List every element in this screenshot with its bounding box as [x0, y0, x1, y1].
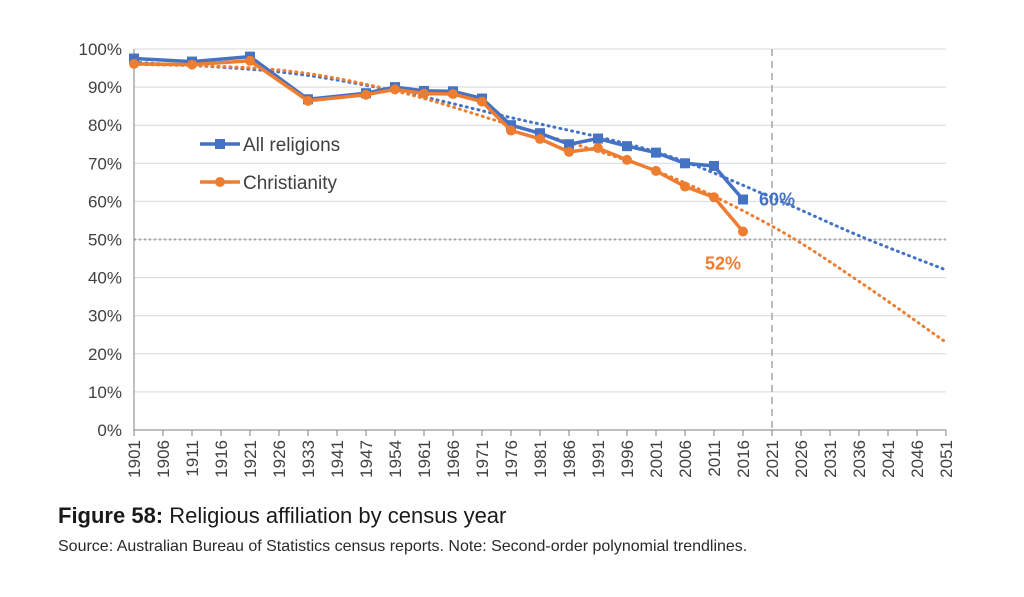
- legend-marker-circle: [215, 177, 225, 187]
- x-tick-label: 1981: [531, 440, 550, 478]
- labels: 0% 10% 20% 30% 40% 50% 60% 70% 80% 90% 100% 1901 190…: [79, 40, 956, 478]
- data-point-square: [506, 120, 516, 131]
- figure-number: Figure 58:: [58, 503, 164, 528]
- x-tick-label: 2046: [908, 440, 927, 478]
- data-point-square: [680, 158, 690, 169]
- data-point-circle: [593, 143, 603, 154]
- x-tick-label: 2001: [647, 440, 666, 478]
- legend-marker-square: [215, 139, 225, 149]
- x-tick-label: 2051: [937, 440, 956, 478]
- x-tick-label: 2031: [821, 440, 840, 478]
- end-label-all-religions: 60%: [759, 189, 795, 209]
- trendlines: [132, 60, 948, 344]
- data-point-circle: [535, 133, 545, 144]
- x-tick-label: 2016: [734, 440, 753, 478]
- series-line: [133, 59, 745, 233]
- data-point-circle: [738, 226, 748, 237]
- data-point-circle: [709, 192, 719, 203]
- x-tick-label: 1991: [589, 440, 608, 478]
- x-tick-label: 1971: [473, 440, 492, 478]
- data-point-circle: [622, 154, 632, 165]
- x-tick-label: 1947: [357, 440, 376, 478]
- data-point-circle: [448, 88, 458, 99]
- y-tick-label: 90%: [88, 78, 122, 97]
- x-tick-label: 1933: [299, 440, 318, 478]
- x-tick-label: 2021: [763, 440, 782, 478]
- legend-label: Christianity: [243, 173, 337, 194]
- data-point-circle: [477, 96, 487, 107]
- y-tick-label: 100%: [79, 40, 122, 59]
- y-tick-label: 50%: [88, 231, 122, 250]
- x-tick-label: 1906: [154, 440, 173, 478]
- x-tick-label: 2011: [705, 440, 724, 477]
- x-tick-label: 1961: [415, 440, 434, 478]
- y-tick-label: 70%: [88, 154, 122, 173]
- data-point-square: [709, 160, 719, 171]
- series-line: [133, 54, 745, 201]
- x-tick-label: 2026: [792, 440, 811, 478]
- data-point-circle: [390, 84, 400, 95]
- legend-label: All religions: [243, 135, 340, 156]
- y-tick-label: 20%: [88, 345, 122, 364]
- x-tick-label: 2041: [879, 440, 898, 478]
- reference-lines: [134, 49, 946, 430]
- y-tick-label: 60%: [88, 192, 122, 211]
- data-point-circle: [419, 88, 429, 99]
- y-tick-label: 0%: [97, 421, 122, 440]
- figure-title: Religious affiliation by census year: [163, 503, 507, 528]
- data-point-square: [535, 128, 545, 139]
- data-point-square: [651, 147, 661, 158]
- x-tick-label: 1901: [125, 440, 144, 478]
- x-tick-label: 1996: [618, 440, 637, 478]
- trendline: [132, 60, 948, 272]
- x-tick-label: 2036: [850, 440, 869, 478]
- x-tick-label: 1926: [270, 440, 289, 478]
- x-tick-label: 1954: [386, 440, 405, 478]
- axes: [133, 49, 947, 436]
- data-series: [129, 51, 748, 237]
- data-point-circle: [361, 89, 371, 100]
- figure-source-note: Source: Australian Bureau of Statistics …: [58, 538, 748, 555]
- data-point-square: [564, 139, 574, 150]
- x-tick-label: 2006: [676, 440, 695, 478]
- data-point-circle: [506, 125, 516, 136]
- legend: All religions Christianity: [200, 135, 340, 194]
- data-point-circle: [303, 95, 313, 106]
- data-point-square: [622, 141, 632, 152]
- y-tick-label: 30%: [88, 307, 122, 326]
- x-tick-label: 1986: [560, 440, 579, 478]
- data-point-circle: [129, 58, 139, 69]
- x-tick-label: 1921: [241, 440, 260, 478]
- x-tick-label: 1916: [212, 440, 231, 478]
- x-tick-label: 1911: [183, 440, 202, 477]
- end-label-christianity: 52%: [705, 253, 741, 273]
- data-point-square: [129, 53, 139, 64]
- x-tick-label: 1966: [444, 440, 463, 478]
- figure-caption: Figure 58: Religious affiliation by cens…: [58, 503, 506, 529]
- x-tick-label: 1976: [502, 440, 521, 478]
- line-chart: 0% 10% 20% 30% 40% 50% 60% 70% 80% 90% 100% 1901 190…: [79, 40, 956, 478]
- y-tick-label: 80%: [88, 116, 122, 135]
- data-point-square: [738, 194, 748, 205]
- trendline: [132, 62, 948, 344]
- data-point-circle: [564, 146, 574, 157]
- data-point-circle: [245, 55, 255, 66]
- y-tick-label: 10%: [88, 383, 122, 402]
- data-point-circle: [187, 59, 197, 70]
- data-point-square: [593, 133, 603, 144]
- data-point-circle: [651, 165, 661, 176]
- data-point-circle: [680, 181, 690, 192]
- x-tick-label: 1941: [328, 440, 347, 478]
- y-tick-label: 40%: [88, 269, 122, 288]
